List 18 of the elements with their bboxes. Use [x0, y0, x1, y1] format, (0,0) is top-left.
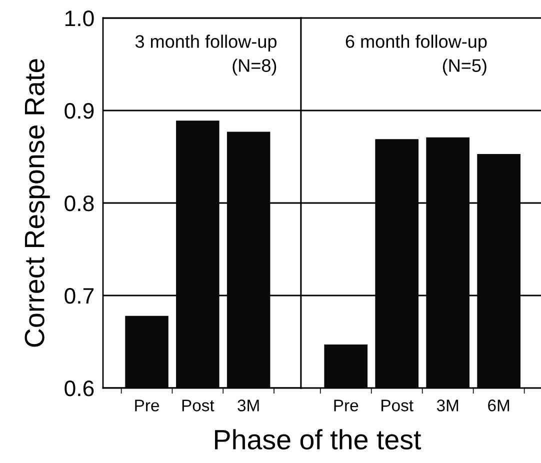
annotation: (N=5)	[442, 58, 486, 76]
x-tick-label: 6M	[488, 400, 510, 412]
x-tick-label: Post	[182, 400, 214, 412]
x-tick-label: Pre	[135, 400, 159, 412]
x-axis-title: Phase of the test	[215, 429, 422, 450]
annotation: 3 month follow-up	[135, 34, 276, 52]
y-tick-label: 0.8	[64, 196, 94, 212]
x-tick-label: Post	[382, 400, 414, 412]
y-tick-label: 0.9	[64, 103, 94, 119]
y-tick-label: 0.7	[64, 288, 94, 304]
y-axis-title: Correct Response Rate	[24, 59, 50, 347]
x-tick-label: 3M	[238, 400, 259, 412]
y-tick-label: 0.6	[64, 380, 94, 396]
y-tick-label: 1.0	[65, 10, 94, 26]
x-tick-label: Pre	[334, 400, 358, 412]
annotation: 6 month follow-up	[346, 34, 487, 52]
annotation: (N=8)	[232, 58, 276, 76]
x-tick-label: 3M	[436, 400, 458, 412]
